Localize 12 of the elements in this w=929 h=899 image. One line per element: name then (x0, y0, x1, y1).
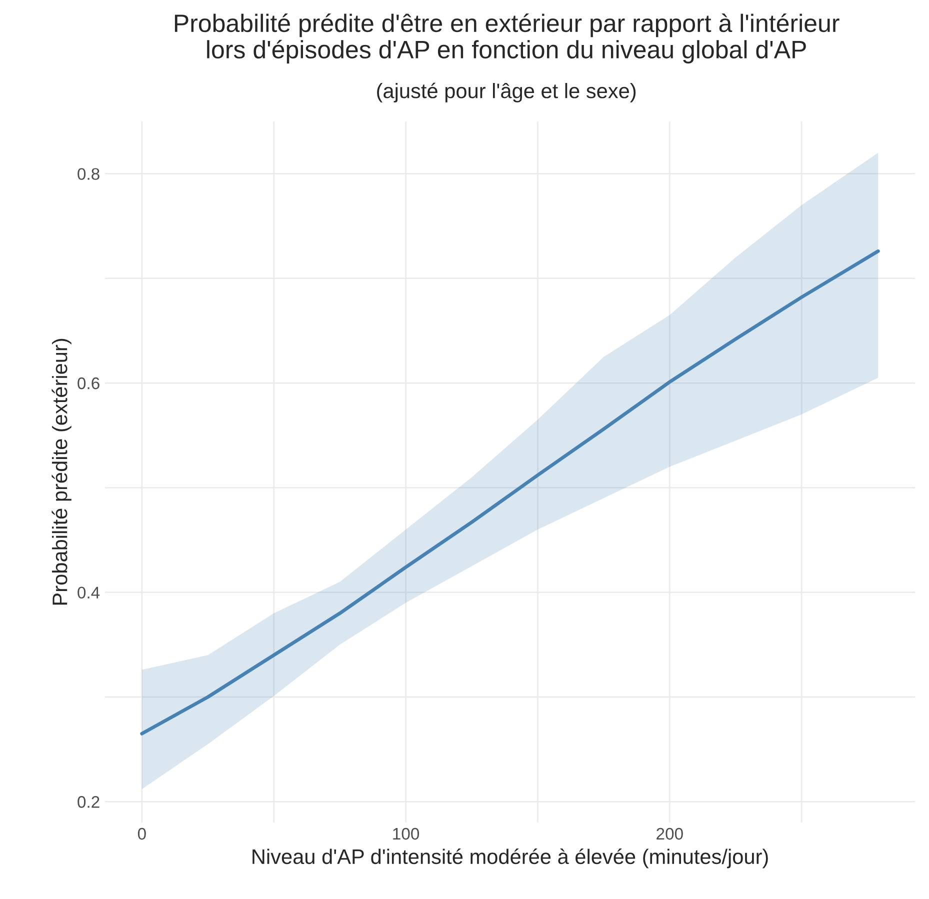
chart-subtitle: (ajusté pour l'âge et le sexe) (377, 82, 636, 102)
chart-title: Probabilité prédite d'être en extérieur par rapport à l'intérieur lors d'épisodes d'AP en fonction du niveau global d'AP (174, 13, 840, 64)
x-axis-title: Niveau d'AP d'intensité modérée à élevée (minutes/jour) (252, 848, 768, 868)
y-tick-label: 0.2 (78, 796, 100, 808)
y-tick-label: 0.6 (78, 377, 100, 390)
x-tick-label: 0 (138, 828, 146, 840)
x-tick-label: 200 (656, 828, 683, 840)
line-series (140, 249, 880, 736)
y-tick-label: 0.4 (78, 586, 100, 599)
x-tick-label: 100 (393, 828, 420, 840)
y-tick-label: 0.8 (78, 168, 100, 180)
y-axis-title: Probabilité prédite (extérieur) (52, 338, 72, 605)
